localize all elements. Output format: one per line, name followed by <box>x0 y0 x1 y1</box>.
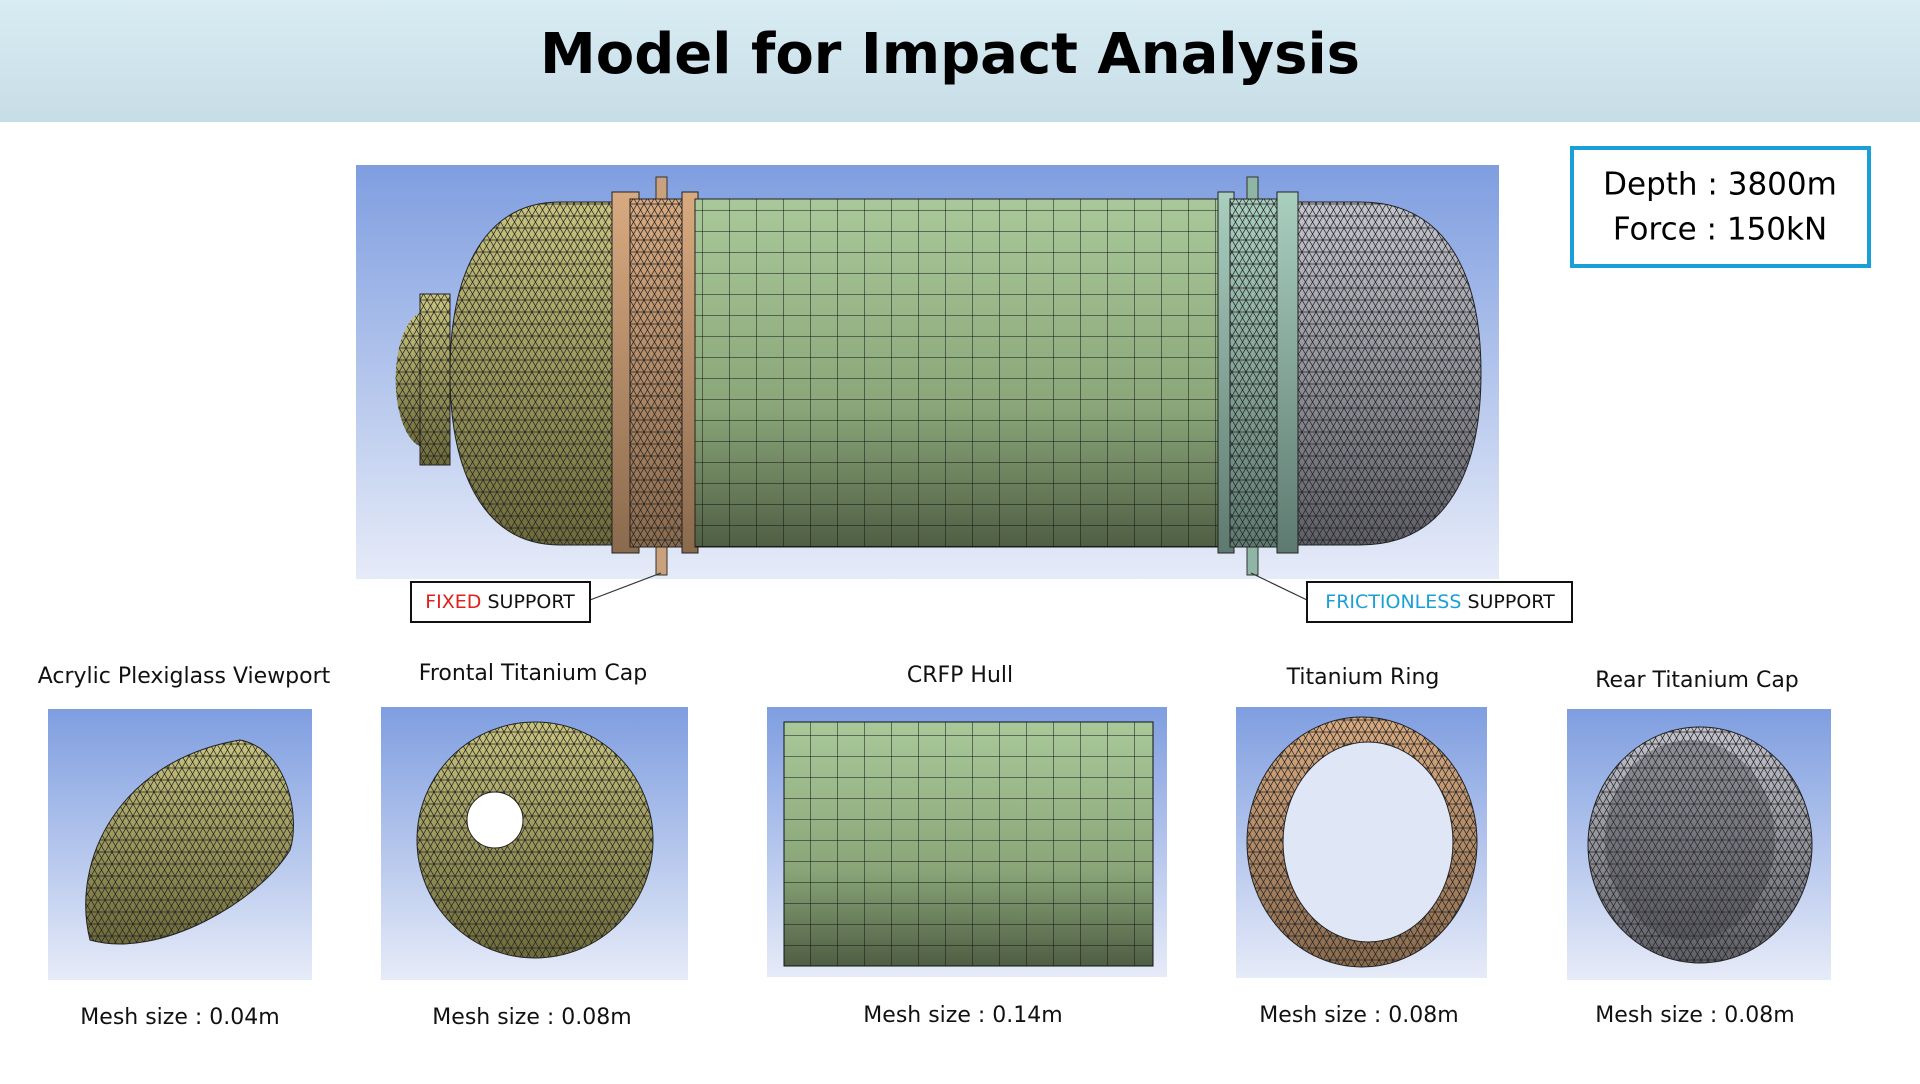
callout-text: FIXED SUPPORT <box>425 591 575 613</box>
component-name: Rear Titanium Cap <box>1595 668 1799 693</box>
callout-keyword: FIXED <box>425 591 481 613</box>
mesh-size: Mesh size : 0.08m <box>1259 1003 1458 1028</box>
callout-label: SUPPORT <box>487 591 575 613</box>
info-line: Depth : 3800m <box>1603 167 1837 203</box>
callout-label: SUPPORT <box>1467 591 1555 613</box>
mesh-size: Mesh size : 0.08m <box>1595 1003 1794 1028</box>
info-line: Force : 150kN <box>1613 212 1827 248</box>
component-name: Titanium Ring <box>1286 665 1440 690</box>
component-images <box>48 707 1831 980</box>
main-model <box>356 165 1499 579</box>
component-name: CRFP Hull <box>907 663 1013 688</box>
mesh-size: Mesh size : 0.08m <box>432 1005 631 1030</box>
info-box <box>1570 146 1871 268</box>
callout-keyword: FRICTIONLESS <box>1325 591 1461 613</box>
callout-box <box>410 581 591 623</box>
leader-line <box>1250 572 1308 601</box>
mesh-size: Mesh size : 0.14m <box>863 1003 1062 1028</box>
callout-box <box>1306 581 1573 623</box>
component-name: Frontal Titanium Cap <box>419 661 647 686</box>
title: Model for Impact Analysis <box>540 22 1360 87</box>
callout-text: FRICTIONLESS SUPPORT <box>1325 591 1555 613</box>
mesh-size: Mesh size : 0.04m <box>80 1005 279 1030</box>
header-band <box>0 0 1920 122</box>
component-name: Acrylic Plexiglass Viewport <box>38 664 331 689</box>
leader-line <box>589 572 662 601</box>
